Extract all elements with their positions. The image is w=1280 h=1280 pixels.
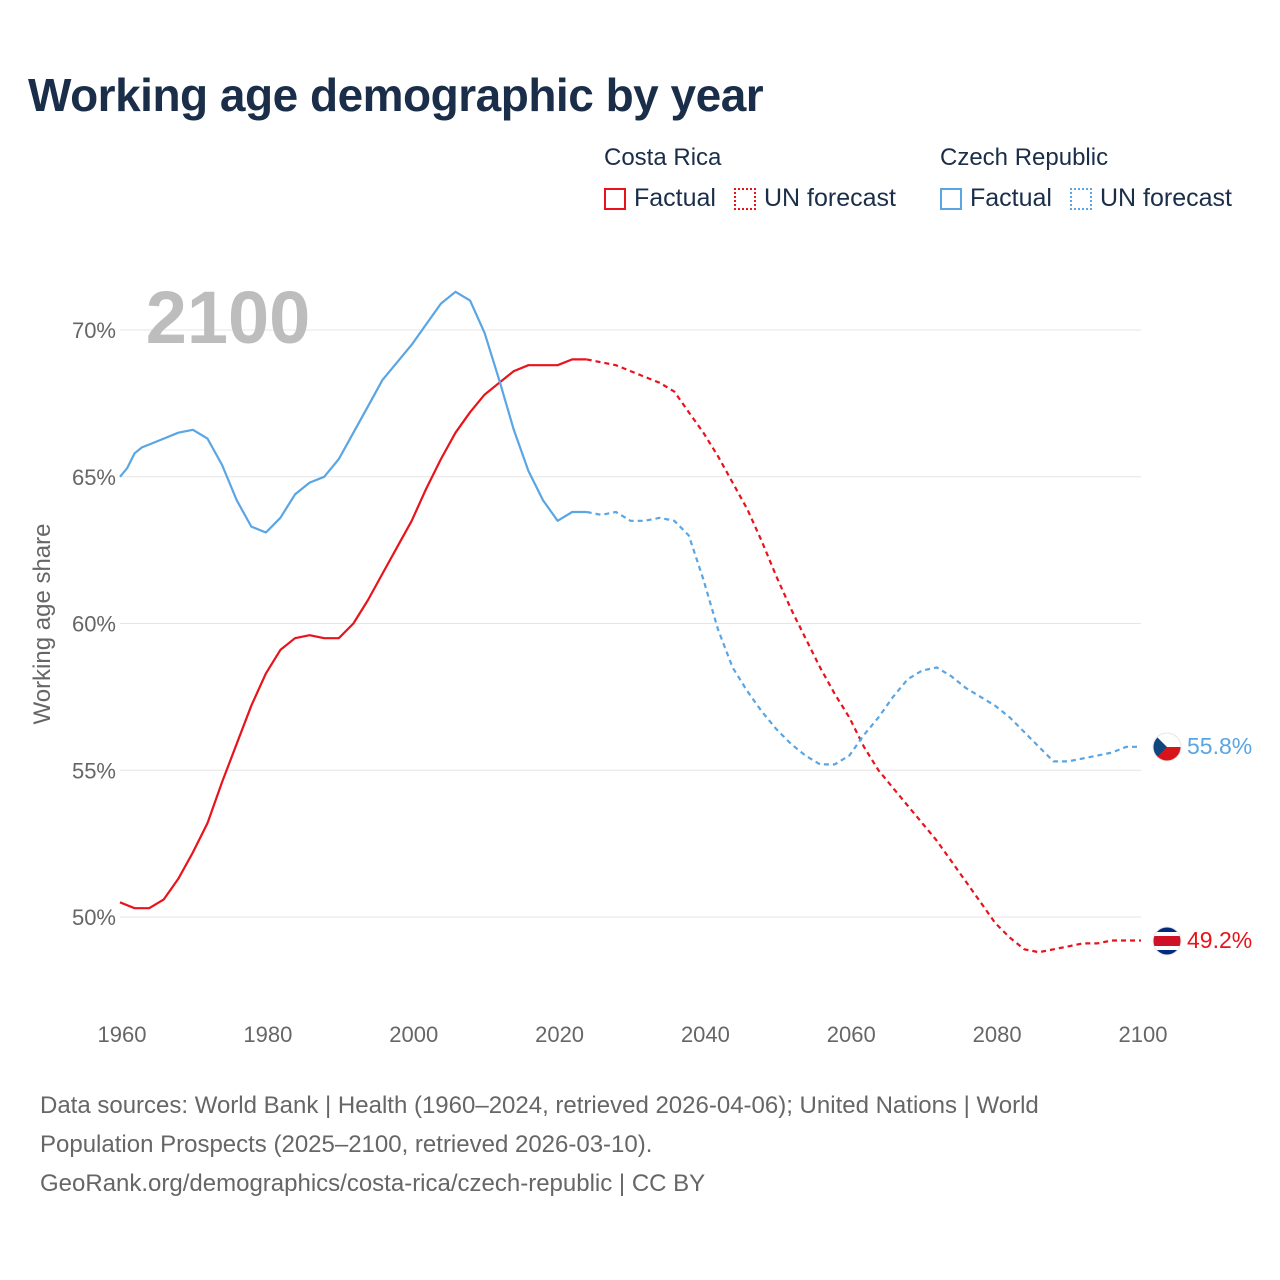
legend-swatch-solid — [940, 187, 962, 210]
x-tick-label: 2040 — [681, 1022, 730, 1047]
series-lines — [119, 290, 1141, 954]
footer-line: Data sources: World Bank | Health (1960–… — [40, 1092, 1039, 1119]
y-tick-label: 60% — [72, 612, 116, 637]
x-tick-label: 2100 — [1119, 1022, 1168, 1047]
line-chart: 2100 50% 55% 60% 65% 70% 1960 1980 2000 2020 204… — [29, 276, 1252, 1047]
y-axis-label: Working age share — [29, 524, 56, 725]
legend-item-label: UN forecast — [1099, 184, 1232, 212]
legend-costa-rica-forecast[interactable]: UN forecast — [733, 184, 896, 213]
legend-country-label: Costa Rica — [604, 144, 722, 171]
legend-item-label: Factual — [970, 184, 1052, 212]
czech-end-value-label: 55.8% — [1187, 733, 1252, 759]
y-axis-ticks: 50% 55% 60% 65% 70% — [72, 318, 116, 930]
y-tick-label: 65% — [72, 465, 116, 490]
legend-swatch-solid — [604, 187, 626, 210]
czech-flag-icon — [1152, 732, 1182, 762]
x-tick-label: 1980 — [243, 1022, 292, 1047]
costa-rica-flag-icon — [1152, 926, 1182, 956]
legend-item-label: UN forecast — [763, 184, 896, 212]
x-tick-label: 2060 — [827, 1022, 876, 1047]
footer-line: Population Prospects (2025–2100, retriev… — [40, 1131, 653, 1158]
y-tick-label: 50% — [72, 905, 116, 930]
costa-rica-forecast-line — [586, 358, 1141, 954]
legend-costa-rica-factual[interactable]: Factual — [604, 184, 716, 213]
legend-swatch-dotted — [733, 187, 756, 210]
legend-item-label: Factual — [634, 184, 716, 212]
year-watermark: 2100 — [146, 276, 311, 359]
legend-costa-rica: Costa Rica Factual UN forecast — [604, 144, 914, 213]
x-axis-ticks: 1960 1980 2000 2020 2040 2060 2080 2100 — [98, 1022, 1168, 1047]
series-end-markers: 55.8% 49.2% — [1152, 732, 1252, 956]
legend-czech-forecast[interactable]: UN forecast — [1069, 184, 1232, 213]
chart-title: Working age demographic by year — [28, 69, 764, 121]
legend-swatch-dotted — [1069, 187, 1092, 210]
costa-rica-factual-line — [119, 358, 587, 910]
x-tick-label: 1960 — [98, 1022, 147, 1047]
legend-czech-factual[interactable]: Factual — [940, 184, 1052, 213]
legend-czech-republic: Czech Republic Factual UN forecast — [940, 144, 1250, 213]
y-tick-label: 55% — [72, 758, 116, 783]
x-tick-label: 2000 — [389, 1022, 438, 1047]
footer-line: GeoRank.org/demographics/costa-rica/czec… — [40, 1170, 706, 1197]
y-tick-label: 70% — [72, 318, 116, 343]
footer-sources: Data sources: World Bank | Health (1960–… — [40, 1086, 1220, 1203]
costa-rica-end-value-label: 49.2% — [1187, 927, 1252, 953]
czech-factual-line — [119, 290, 587, 534]
x-tick-label: 2020 — [535, 1022, 584, 1047]
czech-forecast-line — [586, 510, 1141, 766]
grid-lines — [120, 329, 1141, 918]
x-tick-label: 2080 — [973, 1022, 1022, 1047]
legend-country-label: Czech Republic — [940, 144, 1109, 171]
